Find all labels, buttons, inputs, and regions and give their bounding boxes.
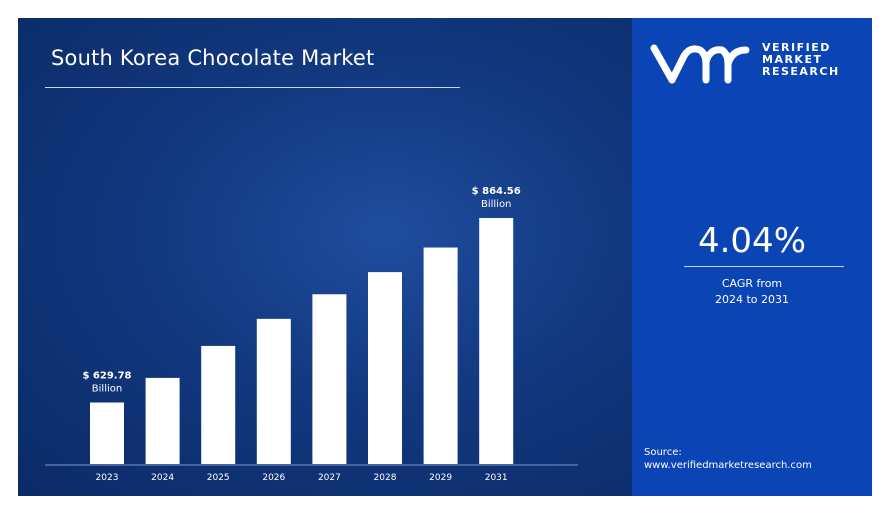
x-tick-label: 2023 <box>96 473 119 483</box>
data-label-value: $ 629.78 <box>82 371 131 382</box>
cagr-label-line2: 2024 to 2031 <box>714 293 790 306</box>
brand-name: VERIFIED MARKET RESEARCH <box>762 42 840 78</box>
data-label-unit: Billion <box>92 384 122 395</box>
brand-line-3: RESEARCH <box>762 65 840 78</box>
data-label-value: $ 864.56 <box>472 186 521 197</box>
x-tick-label: 2027 <box>318 473 341 483</box>
chart-title: South Korea Chocolate Market <box>51 46 375 70</box>
side-panel: VERIFIED MARKET RESEARCH 4.04% CAGR from… <box>632 18 872 496</box>
x-tick-label: 2031 <box>485 473 508 483</box>
cagr-label: CAGR from 2024 to 2031 <box>632 276 872 308</box>
x-tick-label: 2026 <box>262 473 285 483</box>
x-tick-label: 2029 <box>429 473 452 483</box>
bar-2028 <box>368 272 402 464</box>
bar-2027 <box>312 294 347 464</box>
bar-2024 <box>145 377 180 464</box>
bar-chart: 2023 $ 629.78 Billion 2024 2025 2026 2027 2028 2… <box>45 186 578 483</box>
chart-panel: South Korea Chocolate Market 2023 $ 629.7… <box>18 18 632 496</box>
source: Source: www.verifiedmarketresearch.com <box>644 446 812 472</box>
vmr-logo-icon <box>650 44 750 84</box>
title-divider <box>45 87 460 88</box>
cagr-value: 4.04% <box>697 221 806 261</box>
bar-2026 <box>256 318 291 464</box>
cagr-divider <box>684 266 844 267</box>
bar-2023 <box>90 402 124 464</box>
x-tick-label: 2028 <box>374 473 397 483</box>
source-label: Source: <box>644 447 682 458</box>
brand-line-2: MARKET <box>762 53 823 66</box>
brand-line-1: VERIFIED <box>762 41 831 54</box>
cagr-label-line1: CAGR from <box>721 277 783 290</box>
source-url[interactable]: www.verifiedmarketresearch.com <box>644 460 812 471</box>
x-tick-label: 2025 <box>207 473 230 483</box>
bar-2025 <box>201 345 236 464</box>
x-tick-label: 2024 <box>151 473 174 483</box>
bar-2031 <box>479 218 514 464</box>
data-label-unit: Billion <box>481 199 511 210</box>
bar-2029 <box>423 247 458 464</box>
